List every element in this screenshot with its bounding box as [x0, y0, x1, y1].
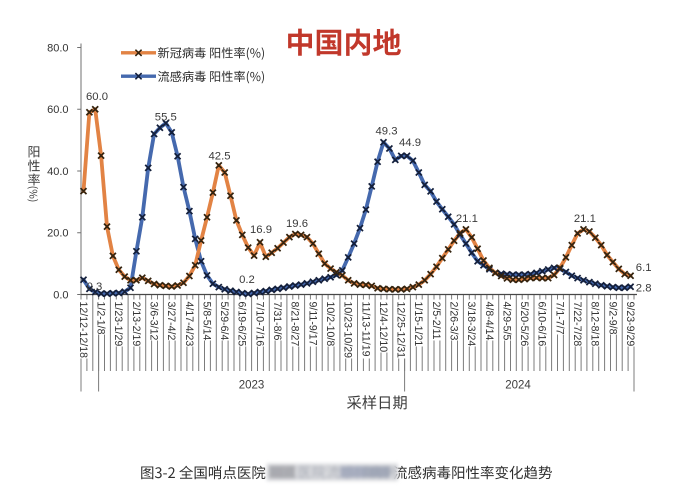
svg-text:8/21-8/27: 8/21-8/27 [289, 302, 301, 347]
svg-text:9/11-9/17: 9/11-9/17 [306, 302, 318, 346]
svg-text:80.0: 80.0 [47, 42, 68, 54]
svg-text:4/8-4/14: 4/8-4/14 [483, 302, 495, 341]
svg-text:0.3: 0.3 [87, 281, 103, 293]
svg-text:2/5-2/11: 2/5-2/11 [430, 302, 442, 340]
svg-text:5/29-6/4: 5/29-6/4 [218, 302, 230, 341]
svg-text:12/4-12/10: 12/4-12/10 [377, 302, 389, 353]
svg-text:16.9: 16.9 [250, 224, 272, 236]
svg-text:2.8: 2.8 [636, 283, 652, 295]
svg-text:9/2-9/8: 9/2-9/8 [606, 302, 618, 335]
svg-text:7/22-7/28: 7/22-7/28 [571, 302, 583, 347]
svg-text:21.1: 21.1 [574, 213, 596, 225]
svg-text:6.1: 6.1 [636, 262, 652, 274]
svg-text:11/13-11/19: 11/13-11/19 [359, 302, 371, 357]
svg-text:1/15-1/21: 1/15-1/21 [412, 302, 424, 347]
svg-text:5/8-5/14: 5/8-5/14 [200, 302, 212, 341]
svg-text:7/31-8/6: 7/31-8/6 [271, 302, 283, 341]
svg-text:6/10-6/16: 6/10-6/16 [536, 302, 548, 347]
svg-text:55.5: 55.5 [155, 111, 177, 123]
svg-text:3/18-3/24: 3/18-3/24 [465, 302, 477, 347]
svg-text:3/6-3/12: 3/6-3/12 [148, 302, 160, 341]
svg-text:21.1: 21.1 [456, 213, 478, 225]
svg-text:20.0: 20.0 [47, 228, 68, 240]
svg-text:49.3: 49.3 [376, 126, 398, 138]
svg-text:4/17-4/23: 4/17-4/23 [183, 302, 195, 347]
svg-text:10/2-10/8: 10/2-10/8 [324, 302, 336, 347]
svg-text:0.2: 0.2 [239, 274, 255, 286]
svg-text:8/12-8/18: 8/12-8/18 [589, 302, 601, 347]
svg-text:40.0: 40.0 [47, 166, 68, 178]
svg-text:1/2-1/8: 1/2-1/8 [95, 302, 107, 335]
svg-text:0.0: 0.0 [53, 289, 68, 301]
svg-text:42.5: 42.5 [209, 150, 231, 162]
svg-text:2/26-3/3: 2/26-3/3 [448, 302, 460, 341]
svg-text:7/10-7/16: 7/10-7/16 [253, 302, 265, 347]
svg-text:5/20-5/26: 5/20-5/26 [518, 302, 530, 347]
svg-text:60.0: 60.0 [86, 91, 108, 103]
svg-text:4/29-5/5: 4/29-5/5 [500, 302, 512, 341]
svg-text:2023: 2023 [239, 380, 265, 392]
svg-text:1/23-1/29: 1/23-1/29 [112, 302, 124, 347]
svg-text:2024: 2024 [505, 380, 531, 392]
svg-text:9/23-9/29: 9/23-9/29 [624, 302, 636, 347]
svg-text:60.0: 60.0 [47, 104, 68, 116]
svg-text:7/1-7/7: 7/1-7/7 [553, 302, 565, 335]
svg-text:12/12-12/18: 12/12-12/18 [77, 302, 89, 359]
svg-text:12/25-12/31: 12/25-12/31 [395, 302, 407, 359]
svg-text:2/13-2/19: 2/13-2/19 [130, 302, 142, 347]
svg-text:6/19-6/25: 6/19-6/25 [236, 302, 248, 347]
svg-text:10/23-10/29: 10/23-10/29 [342, 302, 354, 359]
svg-text:44.9: 44.9 [399, 137, 421, 149]
svg-text:19.6: 19.6 [286, 218, 308, 230]
svg-text:3/27-4/2: 3/27-4/2 [165, 302, 177, 341]
